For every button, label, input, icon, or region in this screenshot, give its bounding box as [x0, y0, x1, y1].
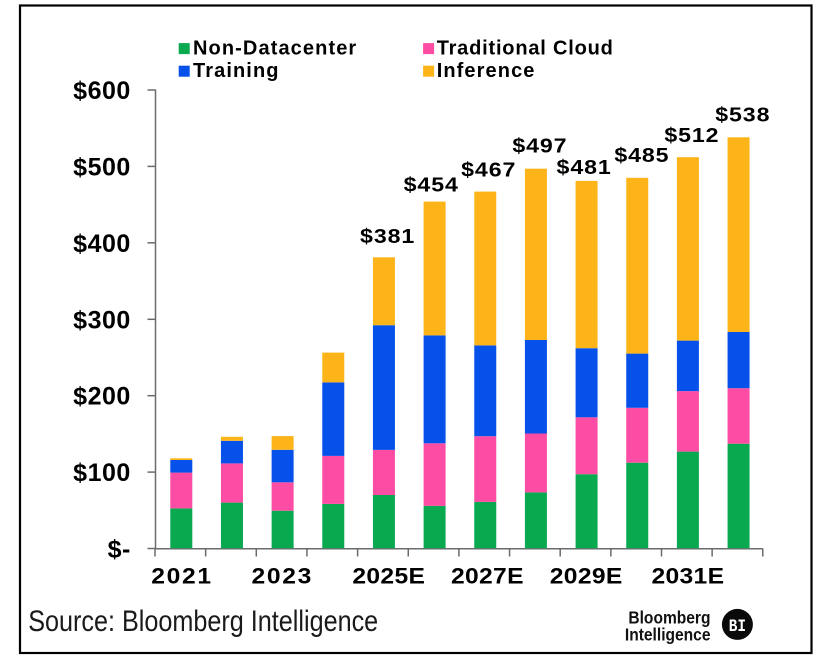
svg-text:$512: $512 [664, 123, 719, 146]
svg-text:$538: $538 [715, 103, 770, 126]
svg-text:Source: Bloomberg Intelligence: Source: Bloomberg Intelligence [28, 604, 378, 638]
svg-text:$497: $497 [512, 134, 567, 157]
svg-text:$500: $500 [73, 153, 131, 181]
svg-text:2029E: 2029E [550, 564, 623, 588]
svg-text:Intelligence: Intelligence [625, 625, 711, 645]
svg-text:$481: $481 [557, 155, 612, 178]
svg-text:$467: $467 [461, 158, 516, 181]
svg-text:$400: $400 [73, 230, 131, 258]
svg-text:Traditional Cloud: Traditional Cloud [437, 37, 614, 59]
svg-text:Bloomberg: Bloomberg [628, 608, 710, 628]
svg-text:$100: $100 [73, 459, 131, 487]
svg-text:$600: $600 [73, 77, 131, 105]
svg-text:$381: $381 [360, 224, 415, 247]
svg-text:$200: $200 [73, 383, 131, 411]
svg-text:BI: BI [729, 616, 746, 637]
svg-text:Inference: Inference [437, 60, 536, 82]
svg-text:Training: Training [193, 60, 280, 82]
svg-text:$-: $- [108, 536, 131, 564]
svg-text:2031E: 2031E [651, 564, 724, 588]
svg-text:$454: $454 [404, 173, 459, 196]
svg-text:$300: $300 [73, 306, 131, 334]
svg-text:Non-Datacenter: Non-Datacenter [193, 37, 357, 59]
svg-text:2021: 2021 [151, 564, 213, 588]
svg-text:2025E: 2025E [352, 564, 425, 588]
svg-text:2023: 2023 [251, 564, 313, 588]
svg-text:2027E: 2027E [451, 564, 524, 588]
svg-text:$485: $485 [614, 143, 669, 166]
